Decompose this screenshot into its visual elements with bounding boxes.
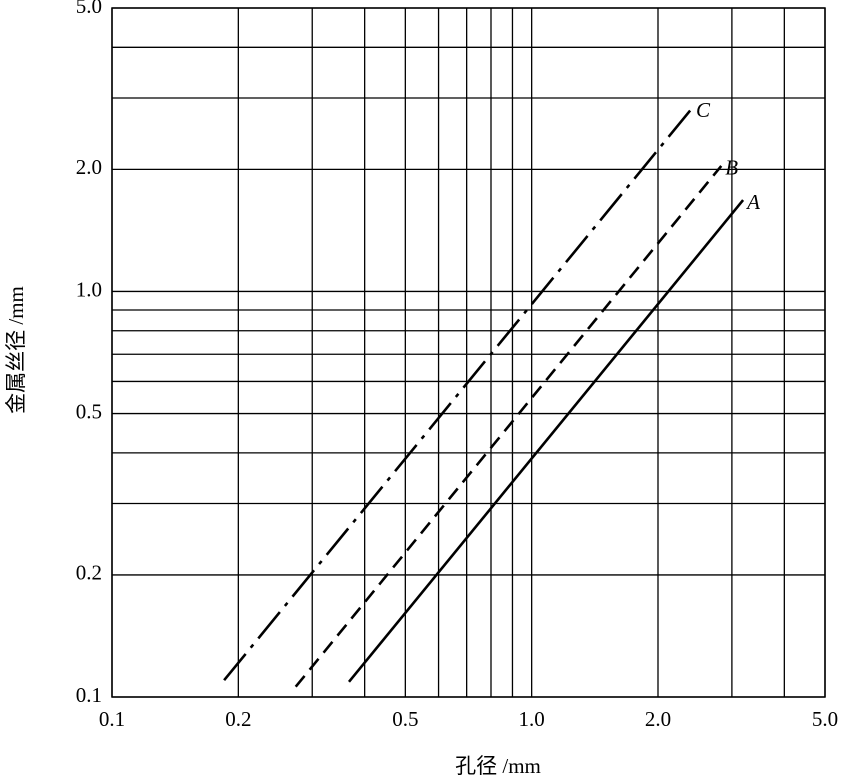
- x-tick-label: 5.0: [812, 707, 838, 731]
- plot-frame: [111, 7, 826, 698]
- y-tick-label: 1.0: [76, 277, 102, 301]
- y-tick-label: 2.0: [76, 155, 102, 179]
- x-tick-label: 2.0: [645, 707, 671, 731]
- x-tick-label: 1.0: [519, 707, 545, 731]
- x-tick-label: 0.2: [225, 707, 251, 731]
- series-line: [223, 107, 693, 682]
- y-tick-label: 0.1: [76, 683, 102, 707]
- series-line: [294, 165, 723, 688]
- y-tick-label: 5.0: [76, 0, 102, 18]
- x-axis-label: 孔径 /mm: [455, 754, 541, 778]
- x-tick-label: 0.1: [99, 707, 125, 731]
- y-tick-label: 0.2: [76, 561, 102, 585]
- series-line: [347, 199, 745, 683]
- y-axis-label: 金属丝径 /mm: [4, 286, 28, 414]
- series-label: A: [745, 190, 760, 214]
- x-tick-label: 0.5: [392, 707, 418, 731]
- y-tick-label: 0.5: [76, 399, 102, 423]
- series-label: B: [725, 156, 738, 180]
- series-label: C: [696, 98, 711, 122]
